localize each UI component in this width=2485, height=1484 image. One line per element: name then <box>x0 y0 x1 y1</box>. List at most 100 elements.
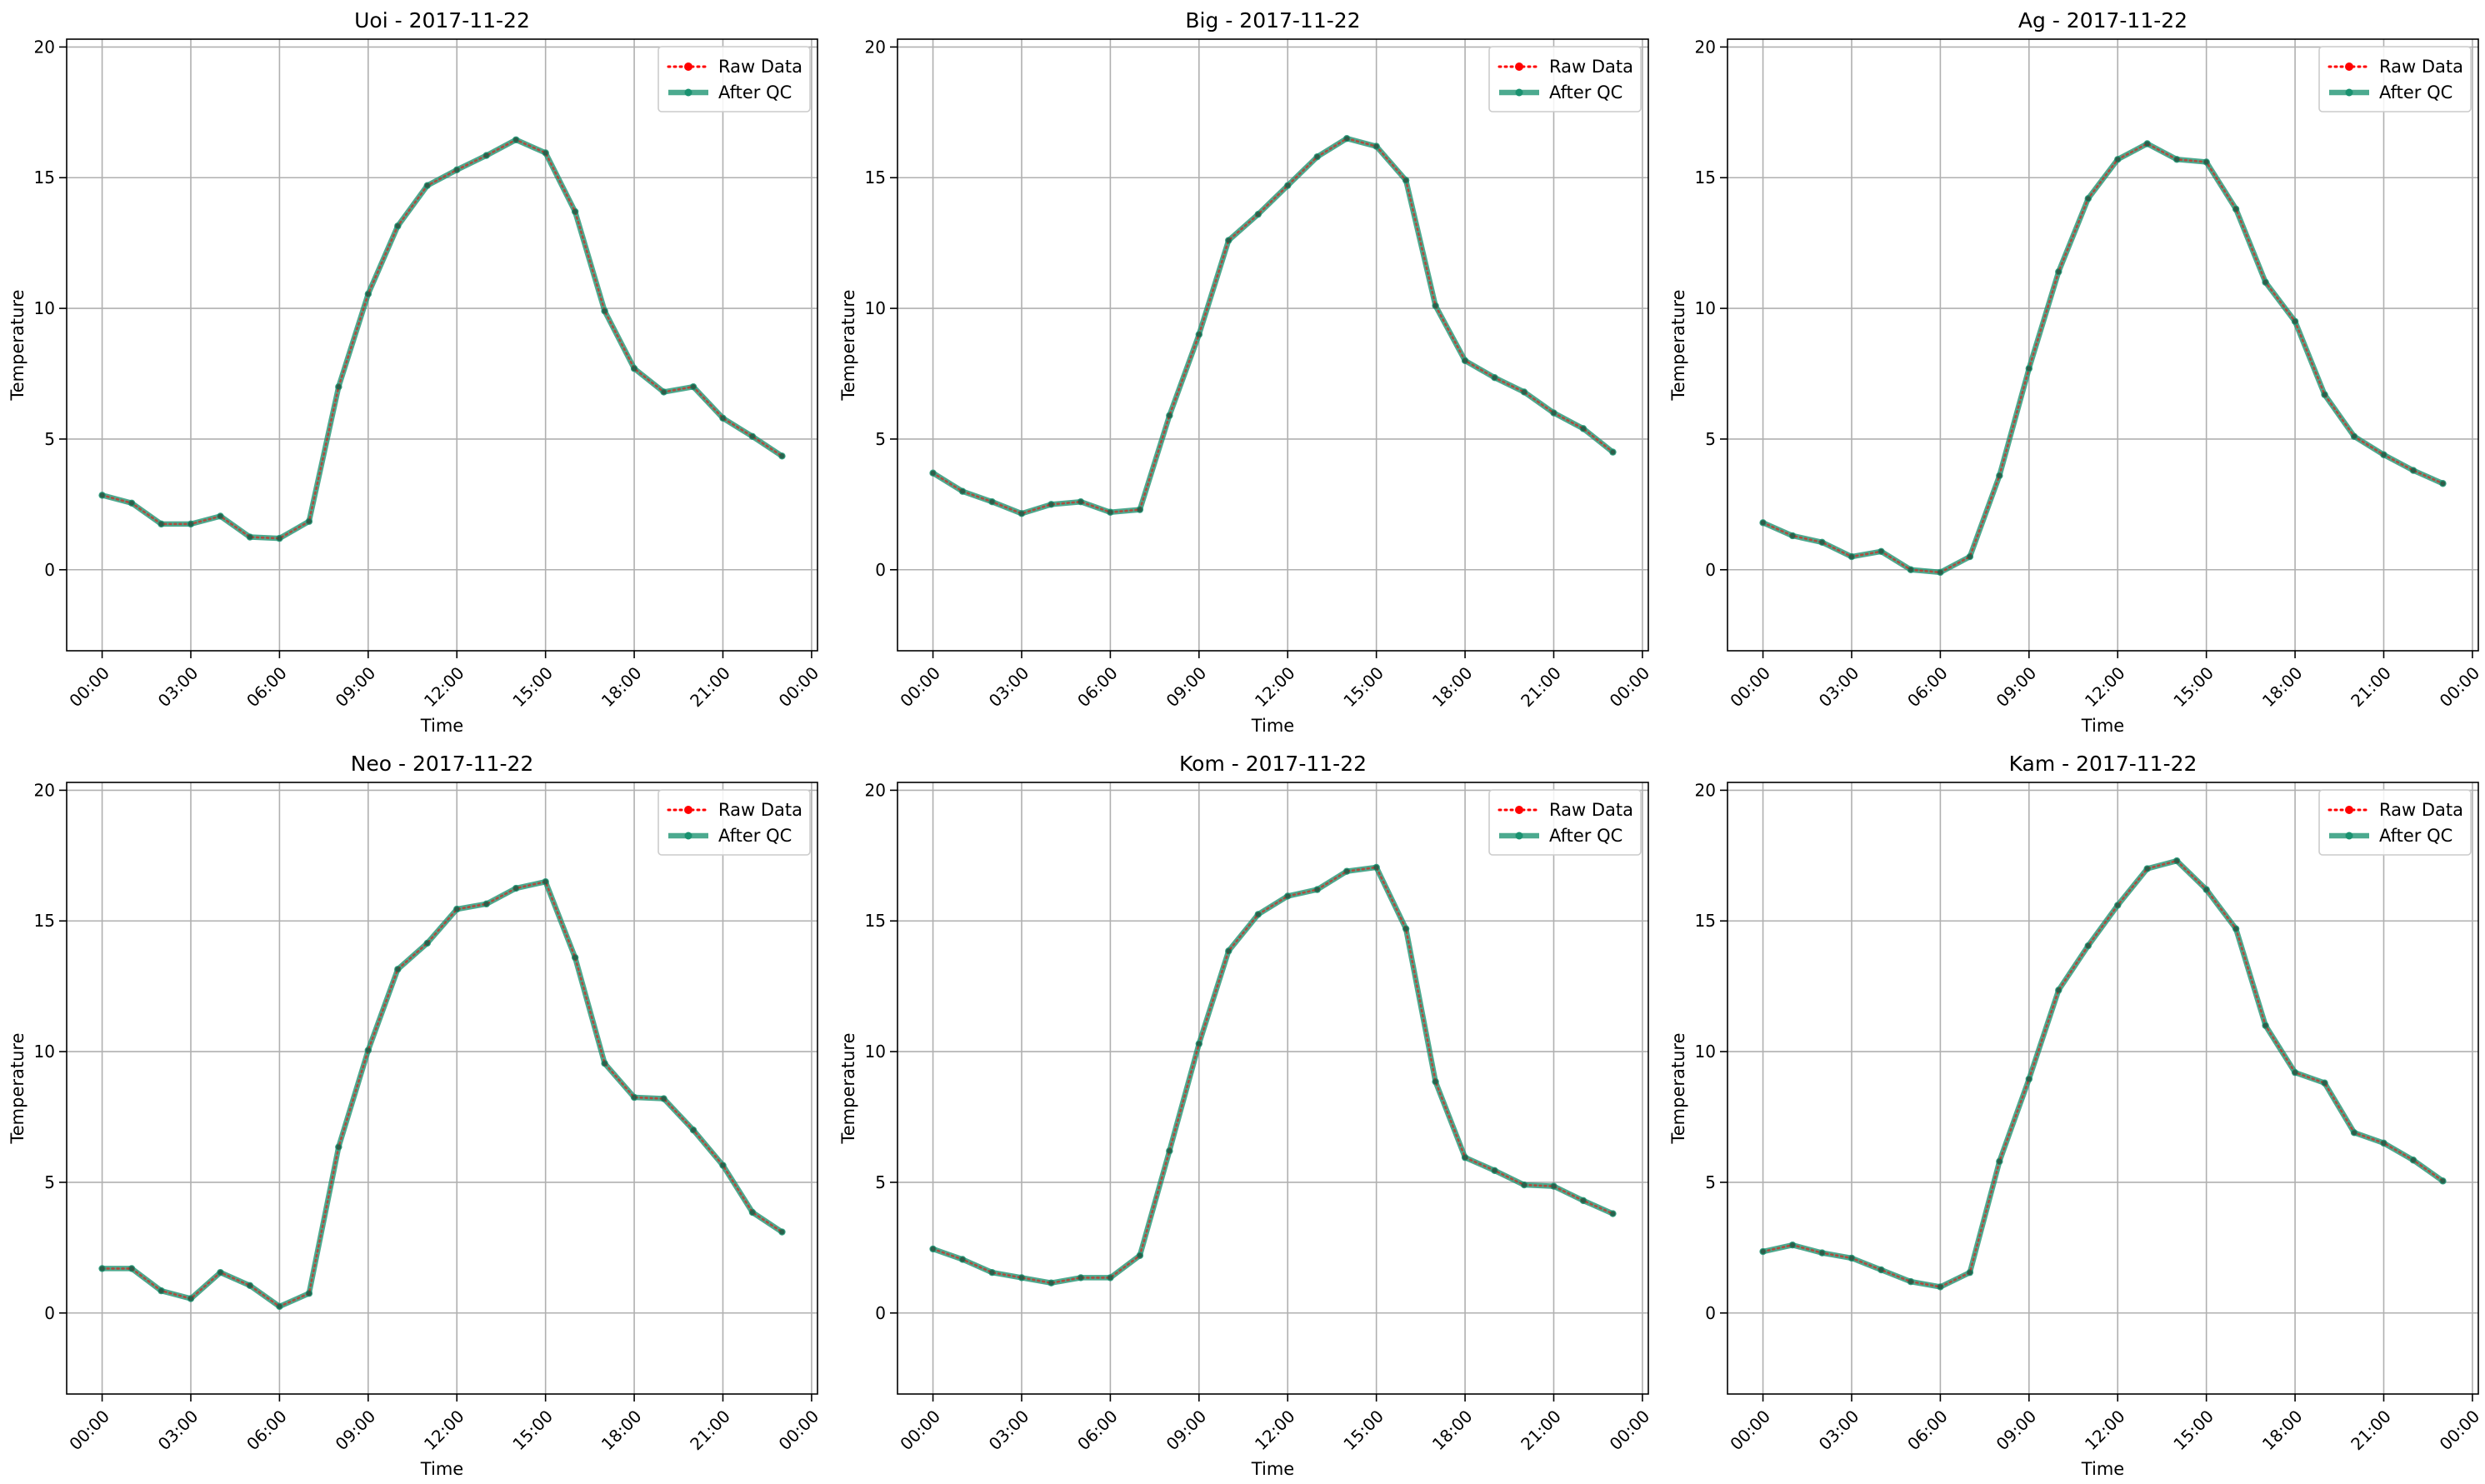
raw-data-point <box>720 415 726 421</box>
x-tick-label: 12:00 <box>420 662 468 711</box>
legend-box <box>2318 46 2472 112</box>
x-tick-label: 09:00 <box>1162 1406 1211 1454</box>
raw-data-point <box>99 1266 105 1272</box>
y-tick-label: 20 <box>865 780 886 800</box>
raw-data-point <box>395 223 401 229</box>
raw-data-point <box>749 433 755 439</box>
x-tick-label: 00:00 <box>1726 1406 1774 1454</box>
raw-data-point <box>395 967 401 972</box>
raw-data-point <box>454 907 460 912</box>
x-tick-label: 15:00 <box>1339 662 1388 711</box>
x-tick-label: 00:00 <box>896 662 944 711</box>
x-axis-label: Time <box>1251 716 1294 736</box>
chart-panel: Uoi - 2017-11-22 00:00 03:00 06:00 09:00 12:0… <box>8 8 822 736</box>
legend: Raw Data After QC <box>658 789 811 856</box>
raw-data-point <box>1432 302 1438 308</box>
series-line-after-qc <box>1760 141 2446 576</box>
legend-marker-raw-data <box>684 62 692 71</box>
legend-marker-after-qc <box>684 88 692 97</box>
legend-label-after-qc: After QC <box>718 826 792 846</box>
raw-data-point <box>129 1266 135 1272</box>
raw-data-point <box>2352 1130 2358 1136</box>
x-tick-label: 12:00 <box>1251 1406 1299 1454</box>
raw-data-point <box>1285 182 1291 188</box>
raw-data-point <box>513 137 519 142</box>
legend-marker-raw-data <box>2345 806 2353 814</box>
x-tick-label: 09:00 <box>332 662 380 711</box>
x-tick-label: 00:00 <box>1606 662 1654 711</box>
raw-data-point <box>2026 1077 2032 1082</box>
raw-data-point <box>2233 926 2239 932</box>
x-tick-label: 00:00 <box>65 1406 113 1454</box>
raw-data-point <box>1997 1158 2002 1164</box>
raw-data-point <box>2056 987 2062 993</box>
series-line-raw-data <box>932 866 1614 1285</box>
raw-data-point <box>1522 1182 1528 1188</box>
y-tick-label: 15 <box>865 167 886 187</box>
raw-data-point <box>1137 1252 1142 1258</box>
raw-data-point <box>1048 502 1054 507</box>
raw-data-point <box>1462 357 1468 363</box>
y-tick-label: 0 <box>1705 1303 1716 1323</box>
x-tick-label: 00:00 <box>2436 1406 2484 1454</box>
x-tick-label: 00:00 <box>896 1406 944 1454</box>
x-tick-label: 15:00 <box>2169 1406 2218 1454</box>
y-tick-label: 0 <box>44 1303 55 1323</box>
legend: Raw Data After QC <box>1488 789 1642 856</box>
raw-data-point <box>720 1162 726 1168</box>
raw-data-point <box>1878 548 1884 554</box>
raw-data-point <box>542 879 548 885</box>
raw-data-point <box>1018 1275 1024 1281</box>
grid <box>1728 782 2478 1394</box>
y-tick-label: 0 <box>44 560 55 580</box>
x-tick-label: 06:00 <box>1903 662 1952 711</box>
x-tick-label: 00:00 <box>775 662 823 711</box>
x-tick-label: 06:00 <box>1903 1406 1952 1454</box>
chart-title: Neo - 2017-11-22 <box>351 752 534 776</box>
x-tick-label: 18:00 <box>598 1406 646 1454</box>
raw-data-point <box>1137 507 1142 512</box>
raw-data-point <box>2262 279 2268 285</box>
grid <box>67 39 818 651</box>
raw-data-point <box>2292 1070 2298 1076</box>
raw-data-point <box>2410 1157 2416 1163</box>
axes-frame <box>1727 38 2479 652</box>
y-tick-label: 10 <box>865 298 886 318</box>
raw-data-point <box>1492 375 1498 381</box>
axes-frame <box>66 782 818 1395</box>
legend-marker-after-qc <box>2345 88 2353 97</box>
chart-panel: Kam - 2017-11-22 00:00 03:00 06:00 09:00 12:0… <box>1668 752 2483 1479</box>
raw-data-point <box>602 1061 608 1067</box>
raw-data-point <box>1048 1280 1054 1286</box>
raw-data-point <box>1108 509 1113 515</box>
raw-data-point <box>2262 1022 2268 1028</box>
raw-data-point <box>2144 866 2150 872</box>
raw-data-point <box>306 518 312 524</box>
raw-data-point <box>1819 539 1825 545</box>
chart-panel: Neo - 2017-11-22 00:00 03:00 06:00 09:00 12:0… <box>8 752 822 1479</box>
raw-data-point <box>2085 943 2091 949</box>
raw-data-point <box>483 901 489 907</box>
y-tick-label: 5 <box>1705 1172 1716 1192</box>
y-tick-label: 20 <box>34 780 55 800</box>
raw-data-point <box>218 1270 223 1276</box>
raw-data-point <box>661 1096 667 1102</box>
raw-data-point <box>336 384 342 390</box>
raw-data-point <box>277 536 282 542</box>
y-tick-label: 0 <box>1705 560 1716 580</box>
raw-data-point <box>454 167 460 172</box>
x-tick-label: 00:00 <box>1606 1406 1654 1454</box>
x-axis-label: Time <box>420 1459 463 1479</box>
raw-data-point <box>1167 1148 1172 1154</box>
raw-data-point <box>1196 1041 1202 1047</box>
chart-title: Kam - 2017-11-22 <box>2009 752 2198 776</box>
x-tick-label: 15:00 <box>1339 1406 1388 1454</box>
x-axis-label: Time <box>420 716 463 736</box>
raw-data-point <box>336 1144 342 1150</box>
axes-frame <box>897 782 1649 1395</box>
raw-data-point <box>1790 1242 1796 1248</box>
y-tick-label: 20 <box>865 37 886 57</box>
raw-data-point <box>1255 212 1261 217</box>
x-tick-label: 09:00 <box>1162 662 1211 711</box>
